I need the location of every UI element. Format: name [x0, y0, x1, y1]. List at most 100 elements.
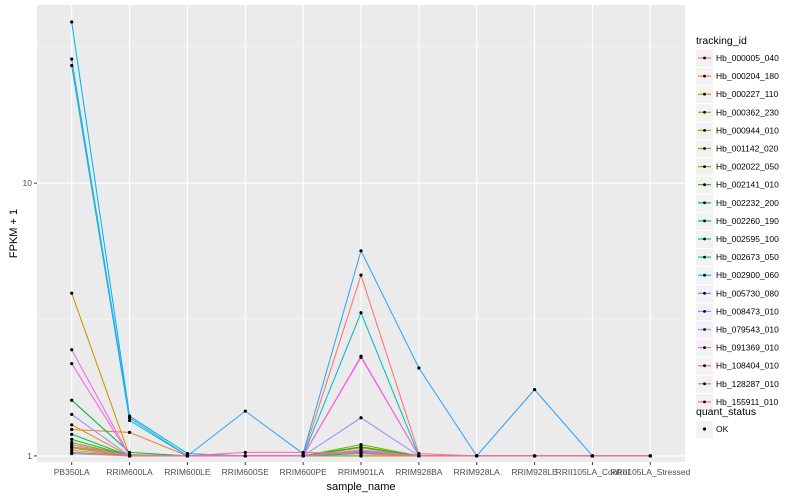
legend-label-hb_005730_080: Hb_005730_080	[716, 288, 779, 298]
data-point	[127, 450, 132, 455]
data-point	[70, 398, 74, 402]
data-point	[417, 451, 421, 456]
data-point	[127, 454, 132, 458]
legend-key-point	[703, 400, 706, 404]
legend-key-point	[703, 110, 706, 114]
data-point	[70, 20, 74, 24]
legend-label-ok: OK	[716, 424, 729, 434]
data-point	[70, 63, 74, 68]
legend-label-hb_001142_020: Hb_001142_020	[716, 144, 779, 154]
legend-label-hb_002595_100: Hb_002595_100	[716, 234, 779, 244]
legend-key-point	[703, 183, 706, 187]
y-tick-label: 10	[23, 178, 33, 188]
x-tick-label-rrim600le: RRIM600LE	[164, 467, 211, 477]
x-tick-label-rrim600pe: RRIM600PE	[280, 467, 328, 477]
legend-label-hb_002022_050: Hb_002022_050	[716, 162, 779, 172]
data-point	[185, 451, 190, 456]
data-point	[70, 423, 74, 427]
data-point	[185, 454, 190, 458]
data-point	[127, 430, 132, 434]
y-axis-title: FPKM + 1	[8, 209, 20, 258]
legend-label-hb_000204_180: Hb_000204_180	[716, 71, 779, 81]
x-tick-label-rrim901la: RRIM901LA	[338, 467, 385, 477]
data-point	[301, 450, 305, 455]
data-point	[359, 416, 363, 420]
data-point	[70, 437, 74, 441]
data-point	[417, 454, 421, 458]
data-point	[70, 448, 74, 452]
data-point	[417, 366, 421, 370]
x-tick-label-pb350la: PB350LA	[54, 467, 90, 477]
data-points	[70, 20, 652, 458]
data-point	[70, 291, 74, 295]
data-point	[70, 432, 74, 436]
legend-label-hb_008473_010: Hb_008473_010	[716, 306, 779, 316]
legend-key-point	[702, 427, 707, 431]
data-point	[590, 454, 595, 458]
y-tick-label: 1	[27, 451, 32, 461]
data-point	[70, 427, 74, 432]
data-point	[359, 451, 363, 456]
legend-label-hb_108404_010: Hb_108404_010	[716, 361, 779, 371]
data-point	[70, 412, 74, 416]
legend-key-point	[703, 255, 706, 259]
x-tick-label-rrii105la_control: RRII105LA_Control	[556, 467, 630, 477]
legend-label-hb_002900_060: Hb_002900_060	[716, 270, 779, 280]
x-tick-label-rrii105la_stressed: RRII105LA_Stressed	[610, 467, 690, 477]
x-tick-label-rrim928le: RRIM928LE	[511, 467, 558, 477]
data-point	[648, 454, 652, 458]
legend-key-point	[703, 328, 706, 331]
data-point	[70, 451, 74, 456]
legend-key-point	[703, 346, 706, 349]
legend-label-hb_000944_010: Hb_000944_010	[716, 125, 779, 135]
legend-key-point	[703, 92, 706, 96]
legend-key-point	[703, 165, 706, 169]
legend-label-hb_002141_010: Hb_002141_010	[716, 180, 779, 190]
data-point	[70, 348, 74, 352]
data-point	[532, 388, 537, 392]
data-point	[359, 249, 363, 253]
legend-label-hb_002260_190: Hb_002260_190	[716, 216, 779, 226]
legend-key-point	[703, 74, 706, 78]
x-axis-title: sample_name	[326, 481, 395, 493]
legend-label-hb_091369_010: Hb_091369_010	[716, 343, 779, 353]
data-point	[359, 273, 363, 277]
legend-tracking-id: tracking_id Hb_000005_040 Hb_000204_180 Hb…	[696, 35, 779, 411]
x-tick-label-rrim600se: RRIM600SE	[222, 467, 270, 477]
data-point	[475, 454, 479, 458]
data-point	[359, 454, 363, 458]
legend-label-hb_000362_230: Hb_000362_230	[716, 107, 779, 117]
data-point	[301, 454, 305, 458]
legend-label-hb_155911_010: Hb_155911_010	[716, 397, 779, 407]
legend-quant-status: quant_status OK	[696, 406, 756, 438]
legend-key-point	[703, 273, 706, 277]
data-point	[127, 416, 132, 420]
x-tick-label-rrim600la: RRIM600LA	[106, 467, 153, 477]
legend-key-point	[703, 237, 706, 241]
legend-label-hb_079543_010: Hb_079543_010	[716, 325, 779, 335]
legend-key-point	[703, 310, 706, 313]
legend-label-hb_000005_040: Hb_000005_040	[716, 53, 779, 63]
legend-key-point	[703, 129, 706, 132]
data-point	[532, 454, 537, 458]
data-point	[243, 409, 247, 413]
legend-key-point	[703, 147, 706, 150]
legend-title-quant-status: quant_status	[696, 406, 756, 418]
legend-label-hb_002232_200: Hb_002232_200	[716, 198, 779, 208]
data-point	[127, 418, 132, 422]
data-point	[359, 311, 363, 315]
x-tick-label-rrim928ba: RRIM928BA	[395, 467, 443, 477]
legend-key-point	[703, 219, 706, 223]
legend-label-hb_000227_110: Hb_000227_110	[716, 89, 779, 99]
legend-label-hb_002673_050: Hb_002673_050	[716, 252, 779, 262]
x-tick-label-rrim928la: RRIM928LA	[454, 467, 501, 477]
y-axis: 1 10	[23, 178, 37, 461]
data-point	[359, 449, 363, 453]
data-point	[243, 450, 247, 455]
data-point	[359, 445, 363, 449]
data-point	[70, 362, 74, 366]
data-point	[70, 443, 74, 447]
x-axis: PB350LA RRIM600LA RRIM600LE RRIM600SE RRIM60…	[54, 462, 690, 477]
legend-key-point	[703, 382, 706, 386]
